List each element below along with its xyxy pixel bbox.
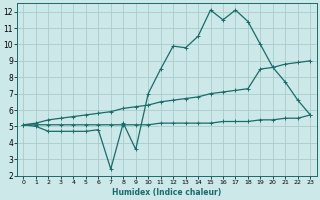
- X-axis label: Humidex (Indice chaleur): Humidex (Indice chaleur): [112, 188, 221, 197]
